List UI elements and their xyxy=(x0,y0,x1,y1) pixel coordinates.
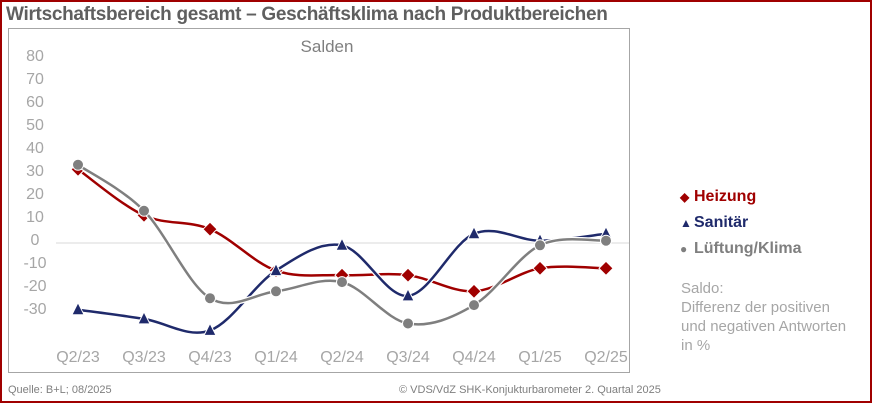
note-line: Differenz der positiven xyxy=(681,299,830,316)
data-point-sanitaer xyxy=(335,237,349,251)
diamond-marker-icon: ◆ xyxy=(680,190,690,204)
note-line: in % xyxy=(681,337,711,354)
data-point-lueftung xyxy=(402,317,414,330)
y-tick-label: 60 xyxy=(26,94,44,111)
data-point-heizung xyxy=(202,221,218,237)
saldo-note: Saldo: Differenz der positiven und negat… xyxy=(681,279,846,355)
data-point-sanitaer xyxy=(203,322,217,336)
y-tick-label: 40 xyxy=(26,140,44,157)
y-tick-label: 70 xyxy=(26,71,44,88)
circle-marker-icon: ● xyxy=(680,242,688,256)
source-text: Quelle: B+L; 08/2025 xyxy=(8,384,112,396)
data-point-lueftung xyxy=(336,276,348,289)
y-tick-label: -20 xyxy=(23,278,46,295)
legend-item: ◆ Heizung xyxy=(680,184,802,210)
data-point-sanitaer xyxy=(137,310,151,325)
data-point-sanitaer xyxy=(71,301,85,316)
legend: ◆ Heizung ▲ Sanitär ● Lüftung/Klima xyxy=(680,184,802,262)
legend-label: Lüftung/Klima xyxy=(694,240,802,257)
legend-item: ● Lüftung/Klima xyxy=(680,236,802,262)
data-point-lueftung xyxy=(534,239,546,252)
data-point-heizung xyxy=(400,267,416,283)
y-tick-label: -10 xyxy=(23,255,46,272)
x-tick-label: Q3/24 xyxy=(386,349,430,366)
legend-label: Sanitär xyxy=(694,214,749,231)
data-point-sanitaer xyxy=(269,262,283,277)
data-point-heizung xyxy=(466,283,482,300)
y-tick-label: 0 xyxy=(31,232,40,249)
y-tick-label: 80 xyxy=(26,48,44,65)
y-tick-label: 30 xyxy=(26,163,44,180)
x-tick-label: Q4/24 xyxy=(452,349,496,366)
legend-label: Heizung xyxy=(694,188,757,205)
data-point-lueftung xyxy=(138,204,150,217)
data-point-lueftung xyxy=(72,158,84,171)
data-point-sanitaer xyxy=(401,287,415,302)
y-tick-label: 10 xyxy=(26,209,44,226)
triangle-marker-icon: ▲ xyxy=(680,216,692,230)
y-tick-label: 50 xyxy=(26,117,44,134)
data-point-lueftung xyxy=(270,285,282,298)
note-line: Saldo: xyxy=(681,280,724,297)
chart-title: Wirtschaftsbereich gesamt – Geschäftskli… xyxy=(6,4,608,25)
x-tick-label: Q4/23 xyxy=(188,349,232,366)
data-point-lueftung xyxy=(468,299,480,312)
data-point-heizung xyxy=(598,260,614,277)
x-tick-label: Q3/23 xyxy=(122,349,166,366)
x-tick-label: Q2/25 xyxy=(584,349,628,366)
note-line: und negativen Antworten xyxy=(681,318,847,335)
data-point-heizung xyxy=(532,260,548,277)
data-point-sanitaer xyxy=(467,225,481,240)
x-tick-label: Q2/24 xyxy=(320,349,364,366)
data-point-lueftung xyxy=(204,292,216,305)
copyright-text: © VDS/VdZ SHK-Konjukturbarometer 2. Quar… xyxy=(399,384,661,396)
y-tick-label: 20 xyxy=(26,186,44,203)
chart-subtitle: Salden xyxy=(301,37,354,56)
data-point-lueftung xyxy=(600,234,612,247)
x-tick-label: Q1/25 xyxy=(518,349,562,366)
plot-frame xyxy=(8,28,630,373)
legend-item: ▲ Sanitär xyxy=(680,210,802,236)
x-tick-label: Q2/23 xyxy=(56,349,100,366)
y-tick-label: -30 xyxy=(23,301,46,318)
x-tick-label: Q1/24 xyxy=(254,349,298,366)
